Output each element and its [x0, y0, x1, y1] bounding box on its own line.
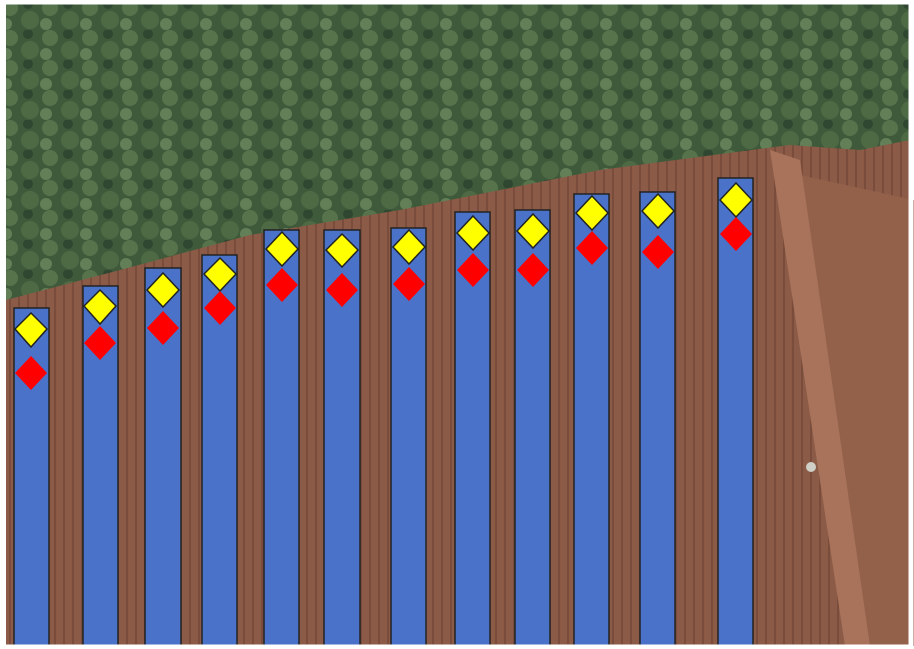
marker-column: [145, 268, 181, 648]
marker-column: [264, 230, 299, 648]
marker-column: [718, 178, 753, 648]
marker-column: [83, 286, 118, 648]
aerial-image: [0, 0, 914, 649]
marker-column: [14, 308, 49, 648]
marker-column: [391, 228, 426, 648]
marker-column: [324, 230, 360, 648]
marker-column: [515, 210, 550, 648]
page: [0, 0, 914, 649]
marker-column: [640, 192, 675, 648]
marker-column: [574, 194, 609, 648]
marker-column: [455, 212, 490, 648]
vehicle: [806, 462, 816, 472]
marker-column: [202, 255, 237, 648]
